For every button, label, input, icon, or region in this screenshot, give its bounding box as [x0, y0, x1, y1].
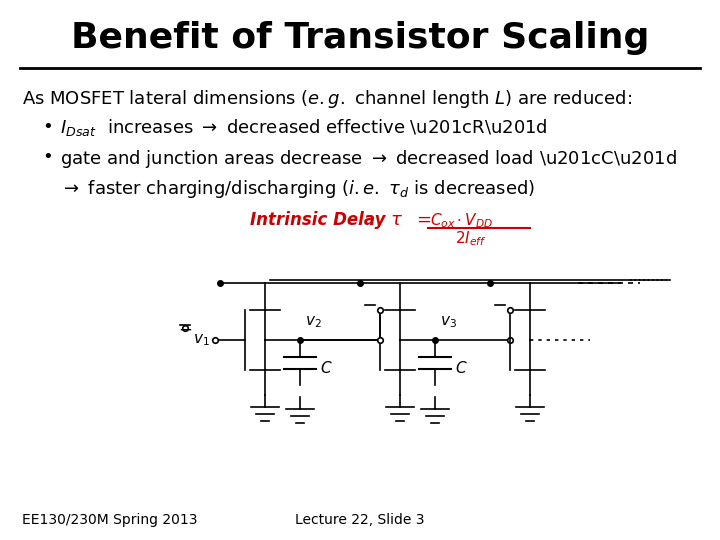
Text: As MOSFET lateral dimensions ($\it{e.g.}$ channel length $\it{L}$) are reduced:: As MOSFET lateral dimensions ($\it{e.g.}… — [22, 88, 632, 110]
Text: Lecture 22, Slide 3: Lecture 22, Slide 3 — [295, 513, 425, 527]
Text: $v_3$: $v_3$ — [440, 314, 457, 330]
Text: $v_2$: $v_2$ — [305, 314, 322, 330]
Text: $v_1$: $v_1$ — [193, 332, 210, 348]
Text: Benefit of Transistor Scaling: Benefit of Transistor Scaling — [71, 21, 649, 55]
Text: •: • — [42, 118, 53, 136]
Text: −: − — [178, 321, 192, 339]
Text: $2I_{eff}$: $2I_{eff}$ — [455, 229, 487, 248]
Text: gate and junction areas decrease $\rightarrow$ decreased load \u201cC\u201d: gate and junction areas decrease $\right… — [60, 148, 677, 170]
Text: C: C — [455, 361, 466, 376]
Text: increases $\rightarrow$ decreased effective \u201cR\u201d: increases $\rightarrow$ decreased effect… — [107, 118, 548, 137]
Text: $\rightarrow$ faster charging/discharging ($\it{i.e.}$ $\tau_{d}$ is decreased): $\rightarrow$ faster charging/dischargin… — [60, 178, 535, 200]
Text: $\tau$  $=$: $\tau$ $=$ — [390, 211, 432, 229]
Text: $I_{Dsat}$: $I_{Dsat}$ — [60, 118, 96, 138]
Text: $C_{ox} \cdot V_{DD}$: $C_{ox} \cdot V_{DD}$ — [430, 211, 493, 230]
Text: EE130/230M Spring 2013: EE130/230M Spring 2013 — [22, 513, 197, 527]
Text: •: • — [42, 148, 53, 166]
Text: Intrinsic Delay: Intrinsic Delay — [250, 211, 385, 229]
Text: C: C — [320, 361, 330, 376]
